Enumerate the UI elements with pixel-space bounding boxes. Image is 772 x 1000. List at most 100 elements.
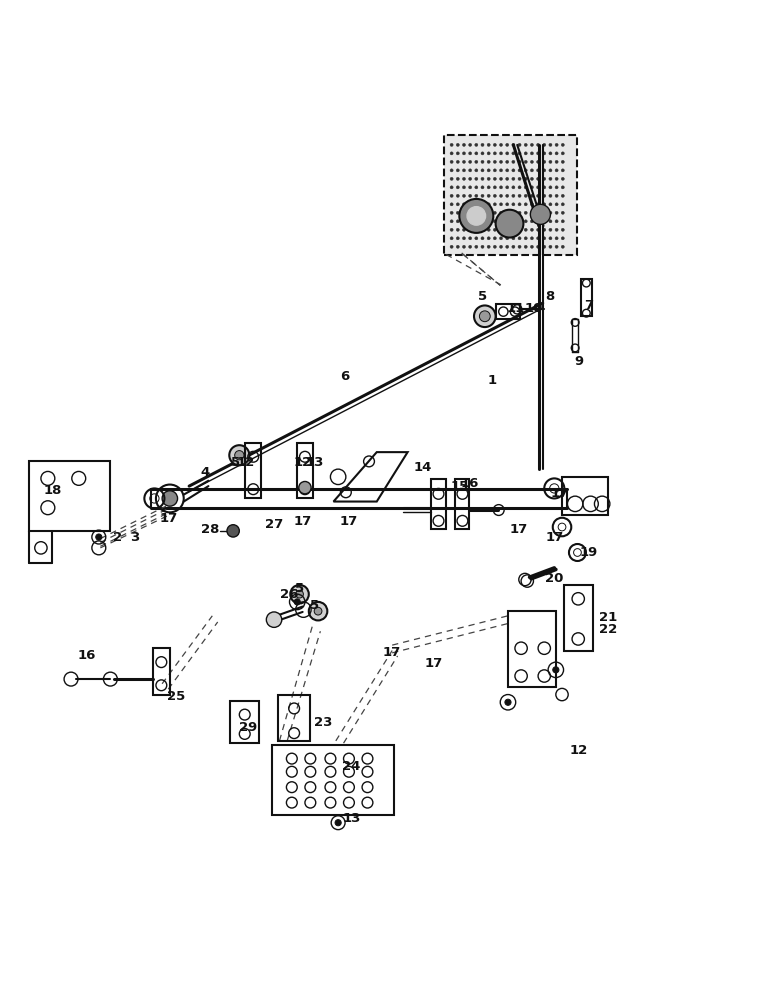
Circle shape — [543, 245, 546, 248]
Circle shape — [162, 491, 178, 506]
Circle shape — [530, 143, 533, 146]
Circle shape — [561, 177, 564, 180]
Circle shape — [229, 445, 249, 465]
Circle shape — [518, 228, 521, 231]
Circle shape — [518, 203, 521, 206]
Text: 25: 25 — [167, 690, 185, 703]
Circle shape — [487, 186, 490, 189]
Circle shape — [450, 194, 453, 197]
Circle shape — [456, 203, 459, 206]
Circle shape — [505, 699, 511, 705]
Circle shape — [512, 152, 515, 155]
Text: 21: 21 — [599, 611, 618, 624]
Circle shape — [543, 237, 546, 240]
Circle shape — [481, 194, 484, 197]
Circle shape — [475, 220, 478, 223]
Circle shape — [543, 177, 546, 180]
Circle shape — [561, 194, 564, 197]
Circle shape — [499, 245, 503, 248]
Circle shape — [462, 186, 466, 189]
Text: 5: 5 — [295, 582, 304, 595]
Circle shape — [481, 211, 484, 214]
Circle shape — [469, 152, 472, 155]
Circle shape — [524, 228, 527, 231]
Circle shape — [266, 612, 282, 627]
Circle shape — [555, 177, 558, 180]
Circle shape — [561, 211, 564, 214]
Circle shape — [549, 152, 552, 155]
Circle shape — [450, 211, 453, 214]
Circle shape — [506, 152, 509, 155]
Circle shape — [543, 152, 546, 155]
Text: 6: 6 — [340, 370, 350, 383]
Circle shape — [462, 237, 466, 240]
Circle shape — [456, 160, 459, 163]
Circle shape — [462, 220, 466, 223]
Circle shape — [481, 143, 484, 146]
Circle shape — [506, 220, 509, 223]
Circle shape — [299, 481, 311, 494]
Circle shape — [561, 245, 564, 248]
Text: 12: 12 — [293, 456, 312, 469]
Circle shape — [537, 169, 540, 172]
Circle shape — [474, 305, 496, 327]
Circle shape — [537, 203, 540, 206]
Circle shape — [487, 194, 490, 197]
Circle shape — [549, 237, 552, 240]
Circle shape — [549, 245, 552, 248]
Circle shape — [537, 152, 540, 155]
Circle shape — [524, 160, 527, 163]
Circle shape — [450, 228, 453, 231]
Circle shape — [518, 220, 521, 223]
Circle shape — [462, 177, 466, 180]
Circle shape — [537, 211, 540, 214]
Circle shape — [555, 160, 558, 163]
Circle shape — [475, 228, 478, 231]
Circle shape — [493, 143, 496, 146]
Text: 28: 28 — [201, 523, 219, 536]
Circle shape — [487, 177, 490, 180]
Circle shape — [537, 194, 540, 197]
Circle shape — [499, 211, 503, 214]
Circle shape — [227, 525, 239, 537]
Circle shape — [469, 160, 472, 163]
Circle shape — [456, 143, 459, 146]
Text: 17: 17 — [545, 531, 564, 544]
Circle shape — [518, 237, 521, 240]
Circle shape — [475, 237, 478, 240]
Circle shape — [543, 194, 546, 197]
Circle shape — [456, 177, 459, 180]
Circle shape — [524, 152, 527, 155]
Text: 22: 22 — [599, 623, 618, 636]
Circle shape — [469, 186, 472, 189]
Circle shape — [462, 169, 466, 172]
Circle shape — [493, 160, 496, 163]
Circle shape — [469, 203, 472, 206]
Circle shape — [506, 211, 509, 214]
Circle shape — [475, 245, 478, 248]
Circle shape — [561, 169, 564, 172]
Text: 4: 4 — [200, 466, 209, 479]
Circle shape — [450, 160, 453, 163]
Circle shape — [530, 211, 533, 214]
Circle shape — [561, 143, 564, 146]
Circle shape — [512, 194, 515, 197]
Text: 11: 11 — [506, 302, 525, 315]
Text: 17: 17 — [340, 515, 358, 528]
Circle shape — [549, 203, 552, 206]
Circle shape — [506, 169, 509, 172]
Circle shape — [456, 194, 459, 197]
Circle shape — [512, 143, 515, 146]
Circle shape — [487, 203, 490, 206]
Circle shape — [499, 194, 503, 197]
Circle shape — [524, 245, 527, 248]
Circle shape — [518, 169, 521, 172]
Circle shape — [561, 203, 564, 206]
Circle shape — [555, 228, 558, 231]
Text: 17: 17 — [383, 646, 401, 659]
Circle shape — [450, 177, 453, 180]
Circle shape — [537, 237, 540, 240]
Circle shape — [499, 228, 503, 231]
Circle shape — [555, 186, 558, 189]
Text: 13: 13 — [306, 456, 324, 469]
